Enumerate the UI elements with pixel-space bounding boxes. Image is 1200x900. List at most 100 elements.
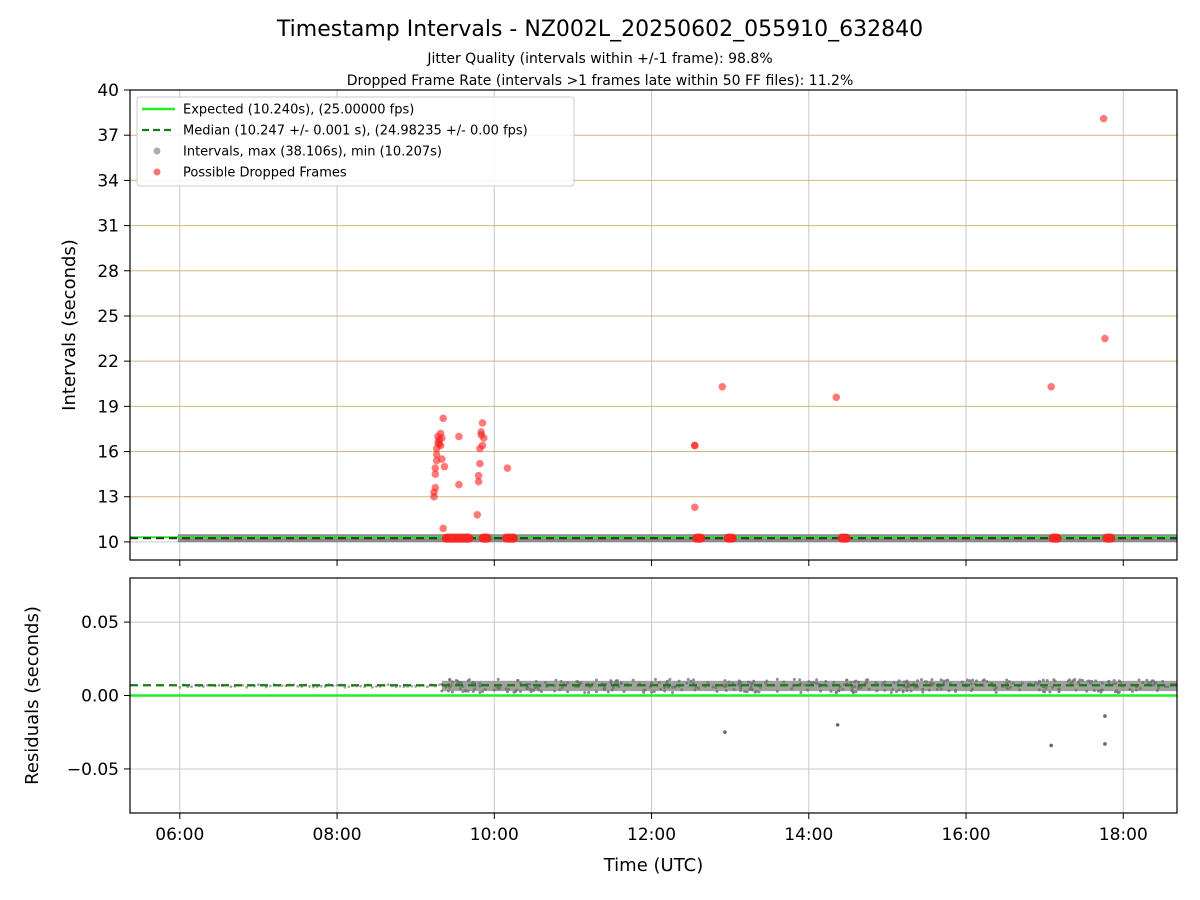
residual-point	[1094, 679, 1098, 683]
residual-point	[981, 679, 985, 683]
residual-point	[437, 683, 441, 687]
residual-point	[668, 678, 672, 682]
residual-point	[492, 688, 496, 692]
chart-subtitle-dropped: Dropped Frame Rate (intervals >1 frames …	[347, 73, 854, 89]
residual-point	[652, 690, 656, 694]
residual-point	[543, 681, 547, 685]
residual-point	[1154, 681, 1158, 685]
residual-point	[534, 680, 538, 684]
residual-point	[732, 687, 736, 691]
residual-point	[498, 686, 502, 690]
residual-point	[909, 689, 913, 693]
residual-point	[985, 680, 989, 684]
residual-point	[815, 678, 819, 682]
residual-point	[1161, 679, 1165, 683]
residual-point	[841, 687, 845, 691]
residual-point	[594, 690, 598, 694]
residual-point	[883, 680, 887, 684]
residual-point	[575, 679, 579, 683]
residual-point	[335, 683, 339, 687]
residual-point	[245, 685, 249, 689]
x-tick-label: 16:00	[942, 825, 991, 845]
residual-point	[897, 679, 901, 683]
residual-point	[805, 688, 809, 692]
residual-point	[892, 681, 896, 685]
residual-point	[731, 681, 735, 685]
residual-point	[587, 690, 591, 694]
residual-point	[518, 689, 522, 693]
residual-point	[867, 687, 871, 691]
residual-point	[460, 681, 464, 685]
residual-point	[745, 690, 749, 694]
residual-point	[743, 690, 747, 694]
residual-point	[667, 685, 671, 689]
residual-point	[461, 689, 465, 693]
legend-label: Possible Dropped Frames	[183, 166, 347, 181]
residual-point	[807, 680, 811, 684]
residual-point	[615, 679, 619, 683]
residual-point	[1057, 689, 1061, 693]
residual-point	[905, 679, 909, 683]
y-tick-label: 19	[97, 397, 119, 417]
legend: Expected (10.240s), (25.00000 fps) Median…	[136, 96, 575, 187]
residual-point	[829, 689, 833, 693]
residual-point	[268, 684, 272, 688]
residual-point	[799, 691, 803, 695]
residual-point	[1018, 688, 1022, 692]
residual-point	[968, 679, 972, 683]
residual-point	[663, 689, 667, 693]
residual-point	[897, 688, 901, 692]
residual-point	[935, 687, 939, 691]
residual-point	[671, 691, 675, 695]
residual-point	[1037, 688, 1041, 692]
residual-point	[790, 687, 794, 691]
residual-point	[466, 689, 470, 693]
residual-point	[190, 685, 193, 689]
residual-point	[229, 685, 233, 689]
residual-point	[471, 689, 475, 693]
residual-point	[657, 681, 661, 685]
dropped-frame-point	[439, 414, 448, 423]
residual-point	[857, 680, 861, 684]
residual-point	[308, 685, 311, 688]
residual-point	[1145, 678, 1149, 682]
dropped-frame-point	[1101, 334, 1109, 343]
residual-point	[864, 678, 868, 682]
residual-point	[850, 686, 854, 690]
residual-point	[473, 687, 477, 691]
residual-point	[715, 689, 719, 693]
residual-point	[685, 681, 689, 685]
residual-point	[566, 690, 570, 694]
residual-point	[536, 685, 540, 689]
residual-point	[426, 685, 429, 689]
residual-point	[1057, 687, 1061, 691]
residual-point	[798, 678, 802, 682]
y-axis-label: Intervals (seconds)	[59, 239, 80, 411]
residual-point	[478, 691, 482, 695]
dropped-frame-point	[718, 382, 727, 391]
residual-point	[606, 690, 610, 694]
residuals-panel: 0.05 0.00 −0.05 06:00 08:00 10:00 12:00 14:00 16…	[22, 577, 1178, 876]
residual-point	[446, 689, 450, 693]
residual-point	[1155, 689, 1159, 693]
residual-point	[749, 681, 753, 685]
residual-point	[296, 684, 300, 688]
residual-point	[554, 678, 558, 682]
y-tick-label: 13	[97, 488, 119, 508]
residual-point	[1086, 679, 1090, 683]
residual-point	[927, 688, 931, 692]
residual-point	[1107, 680, 1111, 684]
residual-point	[930, 678, 934, 682]
residual-point	[723, 679, 727, 683]
dropped-frame-point	[478, 441, 487, 450]
residual-point	[724, 689, 728, 693]
dropped-frame-point	[455, 480, 463, 489]
residual-point	[975, 679, 979, 683]
residual-point	[671, 685, 675, 689]
residual-point	[711, 685, 715, 689]
residual-point	[529, 690, 533, 694]
residual-point	[560, 686, 564, 690]
residual-point	[444, 685, 448, 689]
residual-point	[1081, 678, 1085, 682]
